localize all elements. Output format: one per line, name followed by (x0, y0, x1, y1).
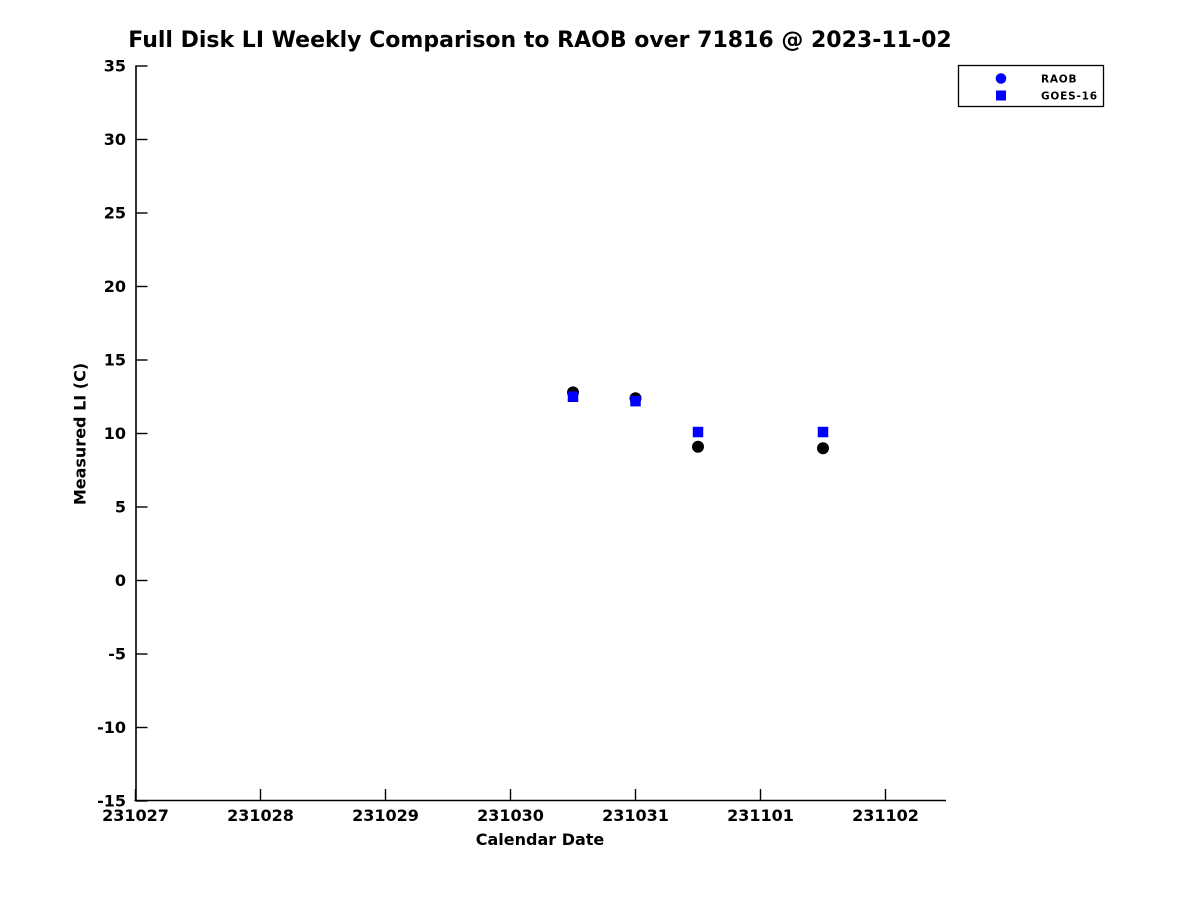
y-tick-label: 30 (104, 130, 126, 149)
legend-label-raob: RAOB (1041, 74, 1077, 86)
y-tick-label: 20 (104, 277, 126, 296)
data-point-goes-16 (692, 426, 704, 438)
data-point-goes-16 (567, 391, 579, 402)
x-tick-label: 231031 (602, 806, 669, 825)
legend-goes-16-square-icon (996, 90, 1006, 101)
x-tick-label: 231027 (102, 806, 169, 825)
y-axis-label: Measured LI (C) (70, 362, 90, 506)
x-tick-label: 231101 (727, 806, 794, 825)
data-point-goes-16 (817, 426, 829, 438)
data-point-raob (692, 440, 704, 453)
legend-label-goes-16: GOES-16 (1041, 91, 1098, 103)
y-tick-label: 35 (104, 57, 126, 76)
y-tick-label: -15 (97, 792, 126, 811)
x-tick-label: 231030 (477, 806, 544, 825)
y-tick-label: 15 (104, 351, 126, 370)
y-tick-label: -5 (108, 645, 126, 664)
y-tick-label: 10 (104, 424, 126, 443)
legend-box (957, 64, 1105, 108)
y-tick-label: 0 (115, 571, 126, 590)
y-tick-label: -10 (97, 718, 126, 737)
y-tick-label: 5 (115, 498, 126, 517)
x-tick-label: 231102 (852, 806, 919, 825)
y-tick-label: 25 (104, 204, 126, 223)
legend-raob-circle-icon (995, 73, 1007, 84)
data-point-goes-16 (630, 395, 641, 407)
x-axis-label: Calendar Date (475, 830, 605, 849)
x-tick-label: 231029 (352, 806, 419, 825)
x-tick-label: 231028 (227, 806, 294, 825)
chart-title: Full Disk LI Weekly Comparison to RAOB o… (128, 28, 952, 53)
data-point-raob (817, 442, 829, 455)
